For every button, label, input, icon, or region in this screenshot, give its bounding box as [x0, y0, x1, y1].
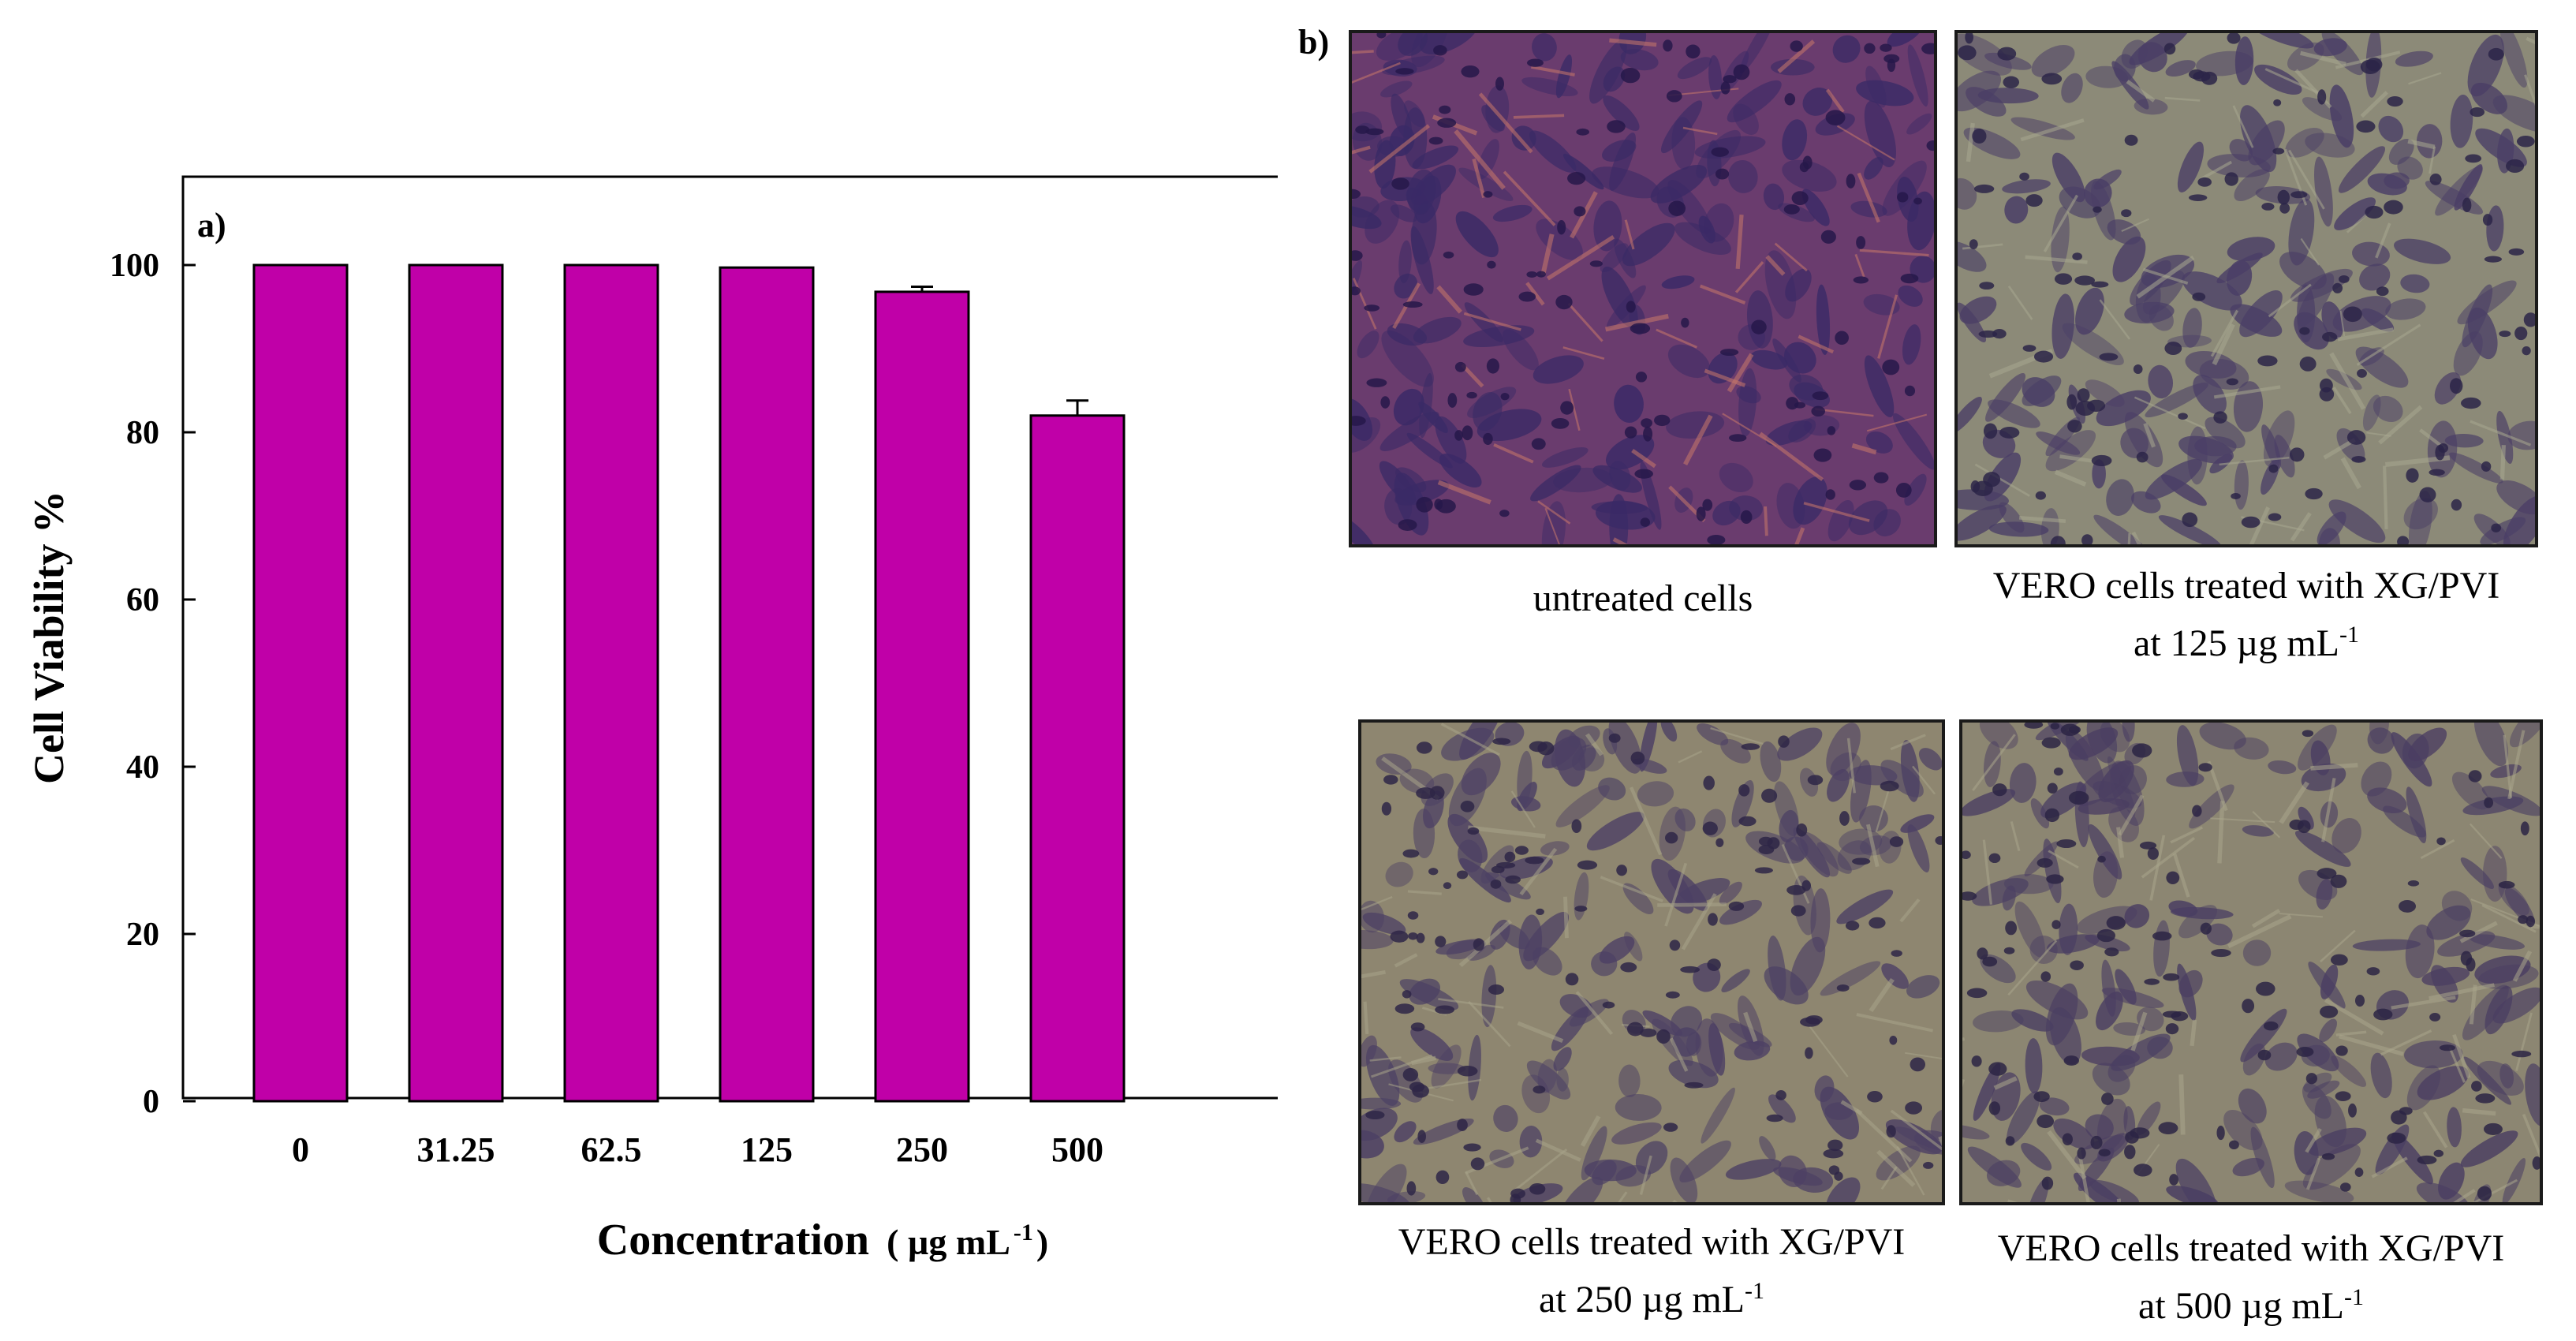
cell-viability-bar-chart: 0 20 40 60 80 100 0 31.25 62.5 125 250 500 a) Cell… — [25, 175, 1278, 1264]
caption-500-line2: at 500 µg mL — [2138, 1285, 2344, 1327]
x-axis-label-unit-sup: -1 — [1014, 1220, 1033, 1246]
caption-500-sup: -1 — [2343, 1284, 2364, 1310]
x-axis-label: Concentration ( µg mL -1 ) — [597, 1216, 1048, 1264]
micrograph-250-texture — [1361, 723, 1942, 1202]
micrograph-500-texture — [1962, 723, 2540, 1202]
y-tick-label: 40 — [126, 749, 159, 786]
caption-125-line1: VERO cells treated with XG/PVI — [1992, 565, 2500, 607]
micrograph-250 — [1358, 719, 1945, 1205]
panel-a-label: a) — [197, 206, 226, 245]
y-tick-label: 60 — [126, 582, 159, 618]
y-tick-label: 80 — [126, 415, 159, 451]
caption-125: VERO cells treated with XG/PVI at 125 µg… — [1954, 562, 2538, 668]
y-tick-label: 100 — [110, 248, 159, 284]
x-axis-label-main: Concentration — [597, 1216, 869, 1264]
caption-250-sup: -1 — [1744, 1278, 1764, 1304]
panel-b-label: b) — [1298, 23, 1330, 62]
x-tick-label: 250 — [896, 1130, 948, 1169]
bars-layer — [252, 263, 1126, 1103]
x-axis-label-unit-close: ) — [1036, 1222, 1048, 1262]
bar-250 — [874, 290, 970, 1103]
x-axis-label-unit: ( µg mL — [887, 1222, 1010, 1262]
caption-500-line1: VERO cells treated with XG/PVI — [1997, 1227, 2505, 1269]
caption-250: VERO cells treated with XG/PVI at 250 µg… — [1358, 1218, 1945, 1324]
micrograph-500 — [1959, 719, 2543, 1205]
y-tick-label: 20 — [126, 917, 159, 953]
x-tick-label: 31.25 — [417, 1130, 495, 1169]
caption-125-line2-wrap: at 125 µg mL-1 — [1954, 611, 2538, 668]
micrograph-125 — [1954, 30, 2538, 547]
bar-0 — [252, 263, 349, 1103]
micrograph-untreated-texture — [1352, 33, 1934, 544]
caption-untreated: untreated cells — [1349, 574, 1937, 623]
caption-250-line2-wrap: at 250 µg mL-1 — [1358, 1267, 1945, 1324]
y-tick-label: 0 — [143, 1084, 159, 1120]
caption-500: VERO cells treated with XG/PVI at 500 µg… — [1959, 1224, 2543, 1331]
caption-untreated-line1: untreated cells — [1533, 577, 1753, 619]
caption-500-line2-wrap: at 500 µg mL-1 — [1959, 1273, 2543, 1331]
micrograph-untreated — [1349, 30, 1937, 547]
caption-250-line1: VERO cells treated with XG/PVI — [1398, 1221, 1906, 1263]
x-tick-label: 125 — [741, 1130, 793, 1169]
micrograph-125-texture — [1958, 33, 2535, 544]
y-ticks: 0 20 40 60 80 100 — [110, 248, 196, 1120]
x-tick-label: 500 — [1051, 1130, 1103, 1169]
caption-125-sup: -1 — [2339, 622, 2359, 648]
x-ticks: 0 31.25 62.5 125 250 500 — [292, 1130, 1103, 1169]
x-tick-label: 62.5 — [581, 1130, 642, 1169]
caption-250-line2: at 250 µg mL — [1539, 1279, 1745, 1320]
bar-62.5 — [563, 263, 659, 1103]
x-tick-label: 0 — [292, 1130, 309, 1169]
bar-31.25 — [408, 263, 504, 1103]
bar-125 — [719, 266, 815, 1103]
caption-125-line2: at 125 µg mL — [2134, 622, 2339, 664]
bar-500 — [1029, 414, 1126, 1103]
y-axis-label: Cell Viability % — [25, 491, 73, 784]
